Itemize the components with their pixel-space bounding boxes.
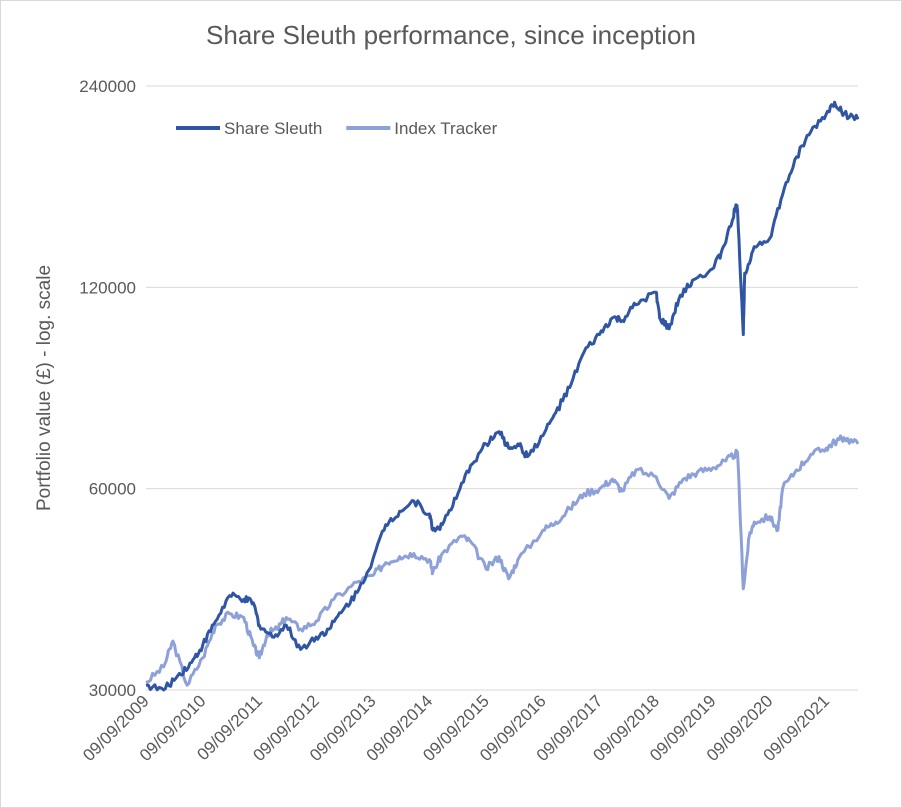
y-tick-label: 60000: [89, 480, 136, 499]
chart-title: Share Sleuth performance, since inceptio…: [206, 20, 696, 50]
y-tick-label: 30000: [89, 681, 136, 700]
gridlines: [146, 85, 858, 691]
x-axis-tick-labels: 09/09/200909/09/201009/09/201109/09/2012…: [79, 691, 833, 765]
y-axis-label: Portfolio value (£) - log. scale: [34, 265, 55, 511]
legend-label: Index Tracker: [394, 119, 497, 138]
legend: Share Sleuth Index Tracker: [176, 119, 498, 138]
series-line-share-sleuth: [145, 100, 860, 692]
series-layer: [145, 100, 860, 692]
legend-label: Share Sleuth: [224, 119, 322, 138]
y-tick-label: 120000: [79, 278, 136, 297]
series-line-index-tracker: [145, 434, 860, 687]
y-tick-label: 240000: [79, 77, 136, 96]
y-axis-tick-labels: 30000 60000 120000 240000: [79, 77, 136, 700]
